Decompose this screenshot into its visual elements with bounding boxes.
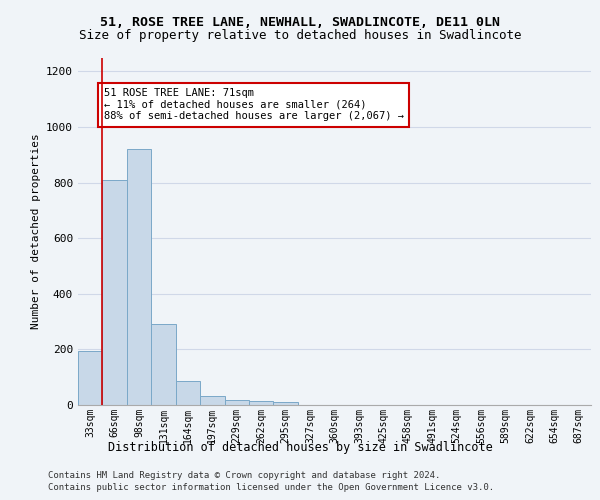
Text: Size of property relative to detached houses in Swadlincote: Size of property relative to detached ho… [79, 29, 521, 42]
Bar [176, 382, 200, 405]
Text: Contains public sector information licensed under the Open Government Licence v3: Contains public sector information licen… [48, 484, 494, 492]
Bar [249, 401, 274, 405]
Y-axis label: Number of detached properties: Number of detached properties [31, 134, 41, 329]
Text: 51 ROSE TREE LANE: 71sqm
← 11% of detached houses are smaller (264)
88% of semi-: 51 ROSE TREE LANE: 71sqm ← 11% of detach… [104, 88, 404, 122]
Text: Contains HM Land Registry data © Crown copyright and database right 2024.: Contains HM Land Registry data © Crown c… [48, 471, 440, 480]
Bar [103, 180, 127, 405]
Bar [78, 352, 103, 405]
Text: Distribution of detached houses by size in Swadlincote: Distribution of detached houses by size … [107, 441, 493, 454]
Bar [151, 324, 176, 405]
Bar [127, 149, 151, 405]
Bar [224, 400, 249, 405]
Text: 51, ROSE TREE LANE, NEWHALL, SWADLINCOTE, DE11 0LN: 51, ROSE TREE LANE, NEWHALL, SWADLINCOTE… [100, 16, 500, 29]
Bar [274, 402, 298, 405]
Bar [200, 396, 224, 405]
